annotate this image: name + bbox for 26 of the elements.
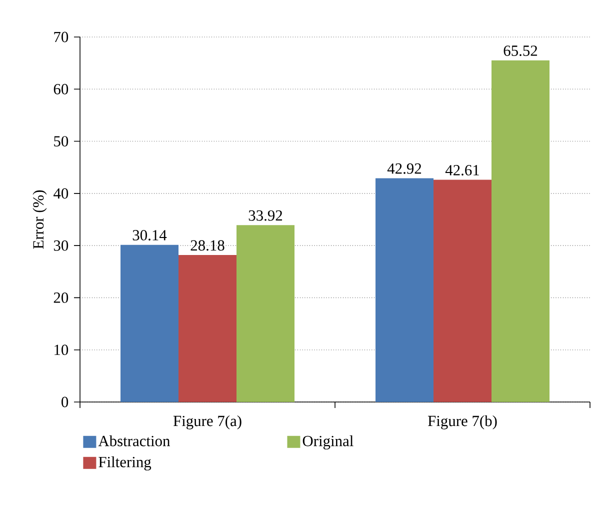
x-tick-label: Figure 7(b)	[428, 415, 497, 430]
data-label: 42.61	[445, 165, 479, 176]
legend-label: Abstraction	[98, 435, 170, 446]
data-label: 28.18	[190, 240, 224, 251]
y-tick-label: 70	[54, 32, 68, 42]
y-tick-label: 50	[54, 136, 68, 146]
x-tick-label: Figure 7(a)	[173, 415, 242, 430]
y-tick-label: 0	[62, 396, 68, 408]
bar	[434, 180, 492, 402]
y-tick-label: 30	[54, 240, 68, 251]
bar	[178, 255, 237, 402]
data-label: 30.14	[132, 230, 167, 240]
y-axis-title: Error (%)	[32, 190, 47, 249]
data-label: 42.92	[387, 163, 422, 174]
legend-label: Filtering	[98, 456, 152, 470]
bar	[120, 244, 179, 402]
y-tick-label: 20	[54, 292, 68, 303]
data-label: 65.52	[504, 46, 538, 56]
y-tick-label: 10	[54, 344, 68, 356]
y-tick-label: 60	[54, 84, 68, 94]
y-tick-label: 40	[54, 188, 68, 199]
bar	[492, 60, 550, 402]
bar	[236, 225, 295, 402]
bar	[376, 178, 434, 402]
legend-label: Original	[302, 435, 354, 450]
data-label: 33.92	[248, 210, 282, 221]
